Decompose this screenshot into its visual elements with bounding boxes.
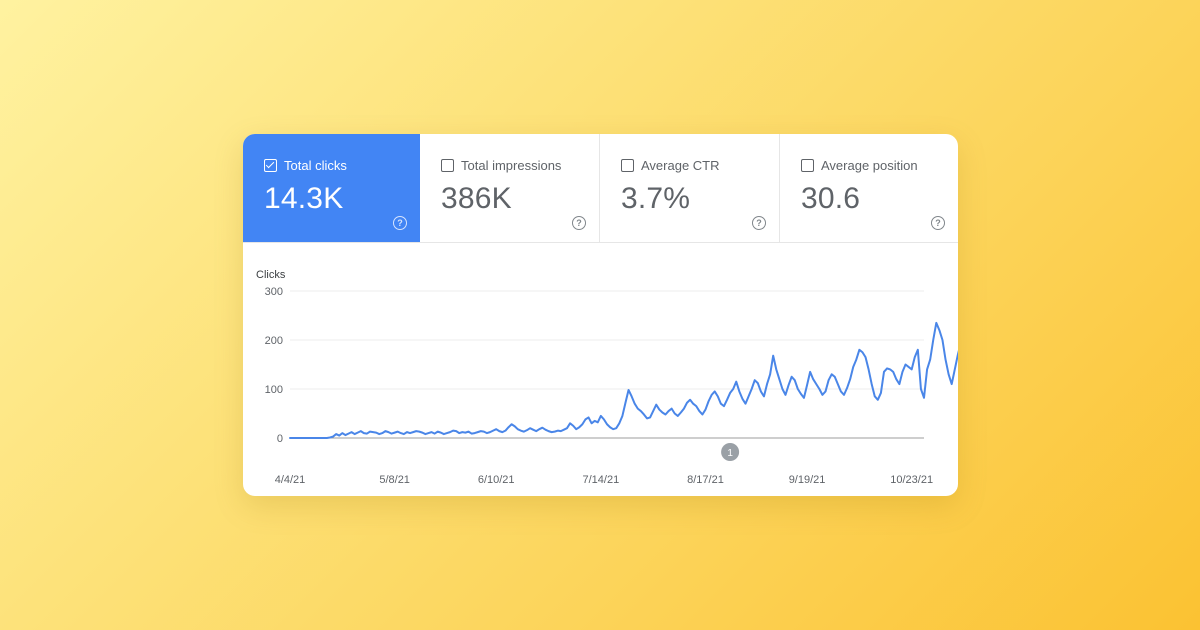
checkbox-icon[interactable] [441, 158, 454, 172]
help-circle-icon[interactable]: ? [393, 216, 407, 230]
metric-label-row: Total impressions [441, 157, 561, 173]
y-tick-label: 0 [277, 433, 283, 445]
clicks-chart: Clicks 0 100 200 300 4/4/21 5/8/21 6/10/21 7/1… [243, 243, 958, 496]
metric-label: Average position [821, 157, 918, 173]
metric-label-row: Total clicks [264, 157, 347, 173]
metric-value: 386K [441, 182, 512, 215]
help-circle-icon[interactable]: ? [572, 216, 586, 230]
metric-value: 14.3K [264, 182, 344, 215]
y-axis-title: Clicks [256, 269, 286, 281]
metric-total-clicks[interactable]: Total clicks 14.3K ? [243, 134, 420, 242]
clicks-chart-svg: Clicks 0 100 200 300 4/4/21 5/8/21 6/10/21 7/1… [256, 269, 958, 486]
metric-label-row: Average position [801, 157, 918, 173]
x-tick-label: 10/23/21 [890, 474, 933, 486]
metric-value: 30.6 [801, 182, 861, 215]
metric-label-row: Average CTR [621, 157, 720, 173]
chart-annotation[interactable]: 1 [721, 443, 740, 461]
metric-label: Total clicks [284, 157, 347, 173]
series-line-clicks [289, 321, 958, 439]
y-tick-label: 300 [265, 286, 283, 298]
checkbox-icon[interactable] [621, 158, 634, 172]
annotation-marker[interactable] [721, 443, 740, 461]
x-tick-label: 7/14/21 [582, 474, 619, 486]
annotation-label: 1 [727, 448, 733, 459]
metric-average-position[interactable]: Average position 30.6 ? [780, 134, 958, 242]
help-circle-icon[interactable]: ? [931, 216, 945, 230]
checkmark-icon [265, 159, 275, 168]
chart-gridlines [290, 290, 924, 439]
y-tick-label: 100 [265, 384, 283, 396]
x-tick-label: 8/17/21 [687, 474, 724, 486]
metric-average-ctr[interactable]: Average CTR 3.7% ? [600, 134, 780, 242]
x-tick-labels: 4/4/21 5/8/21 6/10/21 7/14/21 8/17/21 9/19/21… [275, 474, 933, 486]
metric-total-impressions[interactable]: Total impressions 386K ? [420, 134, 600, 242]
performance-card: Total clicks 14.3K ? Total impressions 3… [243, 134, 958, 496]
checkbox-icon[interactable] [801, 158, 814, 172]
x-tick-label: 6/10/21 [478, 474, 515, 486]
metric-label: Total impressions [461, 157, 562, 173]
x-tick-label: 5/8/21 [379, 474, 410, 486]
x-tick-label: 4/4/21 [275, 474, 306, 486]
metric-value: 3.7% [621, 182, 691, 215]
metric-label: Average CTR [641, 157, 720, 173]
metric-tabs: Total clicks 14.3K ? Total impressions 3… [243, 134, 958, 243]
help-circle-icon[interactable]: ? [752, 216, 766, 230]
y-tick-labels: 0 100 200 300 [265, 286, 283, 445]
x-tick-label: 9/19/21 [789, 474, 826, 486]
checkbox-icon[interactable] [264, 158, 277, 172]
y-tick-label: 200 [265, 335, 283, 347]
